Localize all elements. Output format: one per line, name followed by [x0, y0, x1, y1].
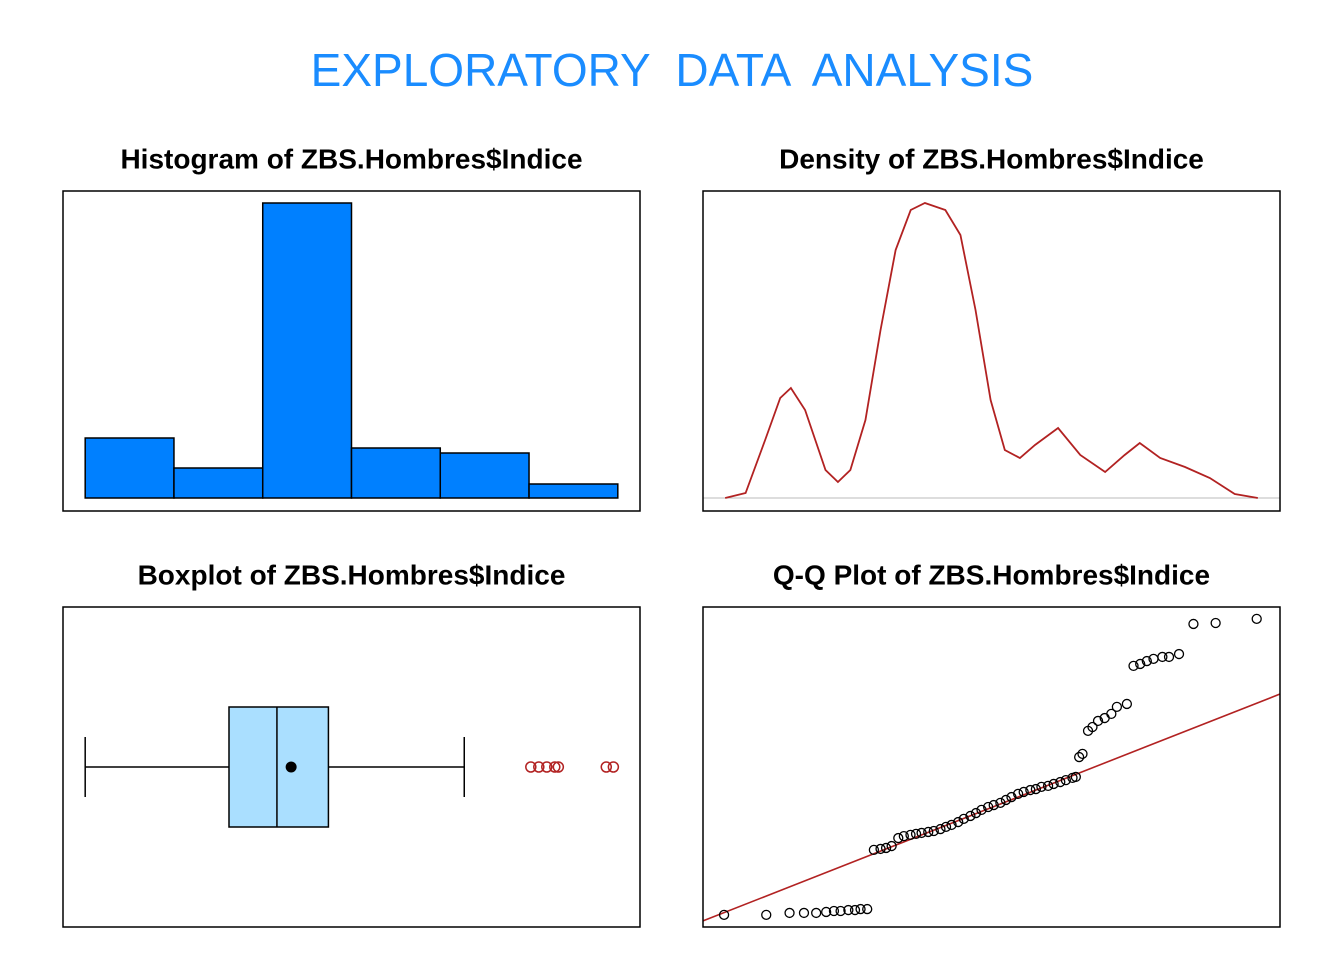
point [1012, 788, 1024, 800]
point [995, 797, 1006, 808]
point [935, 823, 946, 835]
point [875, 843, 886, 855]
point [1036, 781, 1047, 792]
point [718, 909, 730, 920]
point [1077, 748, 1088, 760]
point [905, 829, 916, 840]
point [898, 830, 909, 842]
point [1121, 698, 1133, 710]
point [1006, 791, 1017, 803]
point [1092, 715, 1104, 727]
point [835, 905, 846, 917]
outlier [552, 761, 565, 773]
point [946, 819, 957, 831]
point [1251, 613, 1262, 624]
point [1210, 617, 1221, 629]
point [940, 821, 952, 832]
panel-title: Density of ZBS.Hombres$Indice [779, 143, 1204, 174]
bar [84, 437, 175, 499]
bar [173, 467, 264, 499]
point [928, 825, 939, 837]
mean [285, 761, 297, 773]
point [1048, 778, 1059, 790]
point [965, 810, 976, 822]
outlier [549, 761, 561, 773]
point [886, 840, 897, 852]
point [1042, 780, 1054, 792]
point [1030, 783, 1042, 795]
point [1000, 794, 1012, 806]
panel-title: Boxplot of ZBS.Hombres$Indice [138, 559, 566, 590]
point [916, 827, 927, 839]
point [843, 904, 854, 916]
box [228, 706, 330, 828]
point [784, 907, 795, 919]
point [970, 807, 982, 819]
plot-frame [702, 190, 1281, 512]
point [910, 828, 922, 840]
point [1128, 660, 1139, 672]
point [1025, 784, 1036, 796]
point [1074, 751, 1085, 763]
point [868, 844, 880, 856]
point [811, 907, 822, 919]
point [1087, 721, 1098, 733]
panel-title: Histogram of ZBS.Hombres$Indice [120, 143, 582, 174]
point [1055, 776, 1066, 788]
point [761, 909, 772, 920]
point [1111, 701, 1123, 712]
point [923, 826, 934, 838]
point [855, 903, 866, 915]
point [849, 904, 861, 916]
panel-title: Q-Q Plot of ZBS.Hombres$Indice [773, 559, 1210, 590]
point [880, 842, 892, 854]
point [862, 903, 873, 915]
plot-frame [62, 606, 641, 928]
outlier [600, 761, 613, 773]
point [983, 801, 994, 813]
point [1188, 618, 1199, 630]
point [828, 905, 840, 917]
point [976, 804, 987, 816]
point [1163, 651, 1175, 663]
outlier [525, 761, 537, 773]
point [821, 906, 832, 918]
point [1135, 658, 1146, 670]
bar [528, 483, 619, 499]
point [958, 813, 969, 824]
point [893, 832, 904, 844]
density-line [724, 202, 1258, 499]
point [798, 907, 810, 919]
bar [261, 202, 353, 499]
plot-frame [62, 190, 641, 512]
outlier [533, 761, 545, 773]
point [1018, 786, 1029, 798]
bar [439, 452, 530, 499]
outlier [541, 761, 553, 773]
point [1070, 771, 1081, 783]
main-title: EXPLORATORY DATA ANALYSIS [311, 44, 1034, 96]
point [1157, 651, 1168, 663]
plot-frame [702, 606, 1281, 928]
point [988, 799, 999, 811]
point [1060, 774, 1071, 786]
point [1173, 648, 1185, 660]
reference-line [702, 693, 1281, 922]
outlier [607, 761, 620, 773]
point [1106, 708, 1117, 720]
point [1141, 655, 1152, 667]
bar [350, 447, 442, 499]
point [953, 816, 964, 828]
